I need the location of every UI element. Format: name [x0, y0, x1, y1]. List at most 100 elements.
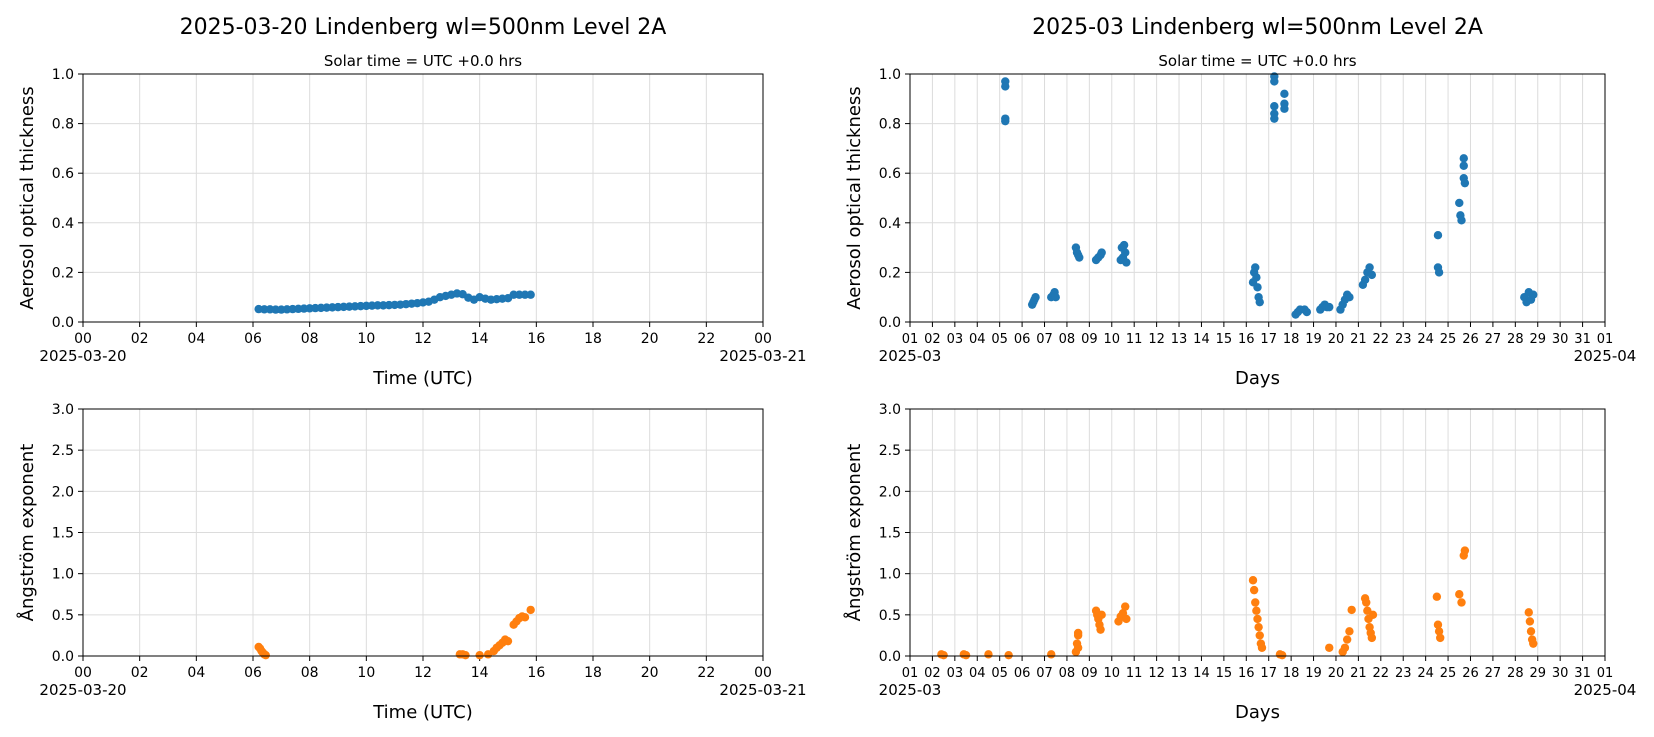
- data-point: [1253, 283, 1262, 292]
- data-point: [1097, 248, 1106, 257]
- x-tick-label: 06: [244, 665, 262, 681]
- data-point: [1248, 576, 1258, 585]
- y-tick-label: 1.0: [52, 67, 74, 83]
- data-point: [1345, 627, 1354, 636]
- data-point: [1051, 293, 1060, 302]
- y-axis-label: Aerosol optical thickness: [844, 86, 865, 309]
- y-tick-label: 2.0: [52, 484, 74, 500]
- x-tick-label: 22: [1373, 666, 1390, 681]
- data-point: [1122, 258, 1131, 267]
- x-tick-label: 02: [131, 331, 149, 347]
- data-point: [1459, 154, 1468, 163]
- x-tick-label: 26: [1462, 666, 1479, 681]
- x-tick-label: 00: [754, 665, 772, 681]
- x-tick-label: 20: [641, 331, 659, 347]
- data-point: [1004, 650, 1013, 660]
- data-point: [1457, 216, 1466, 225]
- data-point: [1251, 598, 1260, 607]
- data-point: [1097, 610, 1106, 620]
- data-point: [1325, 643, 1334, 652]
- y-tick-label: 0.4: [52, 216, 74, 232]
- x-tick-label: 13: [1171, 666, 1188, 681]
- x-tick-label: 09: [1081, 666, 1098, 681]
- data-point: [1255, 297, 1264, 307]
- data-point: [1347, 605, 1356, 615]
- data-point: [1249, 585, 1259, 595]
- x-tick-label: 12: [414, 331, 432, 347]
- x-tick-label: 05: [991, 666, 1008, 681]
- x-tick-label: 02: [131, 665, 149, 681]
- data-point: [1122, 614, 1131, 624]
- y-tick-label: 0.0: [52, 649, 74, 665]
- x-tick-label: 10: [357, 331, 375, 347]
- x-tick-label: 18: [1283, 666, 1300, 681]
- angstrom-daily-panel: 00 02 04 06 08 10 12 14 16 18 20 22 000.00.51.01.52.…: [16, 402, 807, 723]
- y-axis-label: Ångström exponent: [843, 444, 865, 622]
- data-point: [475, 650, 484, 660]
- x-tick-label: 16: [1238, 666, 1255, 681]
- data-point: [1251, 263, 1260, 272]
- x-tick-label: 21: [1350, 666, 1367, 681]
- x-tick-label: 04: [969, 666, 986, 681]
- x-tick-label: 22: [697, 331, 715, 347]
- x-tick-label: 30: [1552, 666, 1569, 681]
- data-point: [1362, 598, 1371, 607]
- data-point: [1526, 627, 1536, 636]
- data-point: [1096, 625, 1105, 634]
- data-point: [1342, 635, 1352, 644]
- x-tick-label: 16: [1238, 332, 1255, 347]
- data-point: [526, 290, 535, 299]
- data-point: [1434, 268, 1444, 277]
- x-tick-label: 13: [1171, 332, 1188, 347]
- x-tick-label: 12: [414, 665, 432, 681]
- x-tick-label: 00: [74, 665, 92, 681]
- aot-monthly-panel: 01 02 03 04 05 06 07 08 09 10 11 12 13 14 15 16 17 18 19 20…: [844, 15, 1636, 389]
- data-point: [461, 650, 470, 660]
- x-tick-label: 10: [357, 665, 375, 681]
- x-range-end-label: 2025-04: [1574, 347, 1637, 365]
- x-range-start-label: 2025-03-20: [39, 347, 126, 365]
- x-tick-label: 09: [1081, 332, 1098, 347]
- y-tick-label: 0.6: [879, 166, 901, 182]
- data-point: [1367, 633, 1377, 643]
- data-point: [1254, 622, 1263, 632]
- y-tick-label: 1.5: [52, 526, 74, 542]
- x-tick-label: 24: [1417, 666, 1434, 681]
- x-tick-label: 03: [947, 666, 964, 681]
- x-axis-label: Days: [1235, 368, 1280, 389]
- data-point: [1525, 617, 1535, 626]
- data-point: [1433, 231, 1443, 240]
- data-point: [1280, 104, 1289, 113]
- x-tick-label: 01: [902, 332, 919, 347]
- x-tick-label: 02: [924, 666, 941, 681]
- x-tick-label: 21: [1350, 332, 1367, 347]
- x-tick-label: 22: [697, 665, 715, 681]
- x-tick-label: 08: [1059, 332, 1076, 347]
- chart-title: 2025-03-20 Lindenberg wl=500nm Level 2A: [180, 15, 667, 40]
- y-tick-label: 1.0: [879, 67, 901, 83]
- x-tick-label: 07: [1036, 332, 1053, 347]
- y-tick-label: 1.0: [879, 567, 901, 583]
- x-axis-label: Time (UTC): [372, 702, 473, 723]
- x-tick-label: 28: [1507, 666, 1524, 681]
- x-tick-label: 31: [1574, 666, 1591, 681]
- x-tick-label: 23: [1395, 666, 1412, 681]
- x-tick-label: 19: [1305, 666, 1322, 681]
- x-tick-label: 00: [74, 331, 92, 347]
- data-point: [1001, 82, 1010, 91]
- data-point: [1119, 240, 1129, 250]
- data-point: [520, 613, 530, 622]
- data-point: [984, 650, 993, 659]
- data-point: [1460, 178, 1470, 188]
- x-tick-label: 28: [1507, 332, 1524, 347]
- data-point: [1280, 89, 1289, 99]
- aot-daily-panel: 00 02 04 06 08 10 12 14 16 18 20 22 000.00.20.40.60.…: [17, 15, 807, 389]
- x-axis-label: Days: [1235, 702, 1280, 723]
- data-point: [1529, 639, 1538, 648]
- y-tick-label: 0.0: [879, 315, 901, 331]
- data-point: [1367, 270, 1377, 280]
- chart-subtitle: Solar time = UTC +0.0 hrs: [1158, 52, 1356, 70]
- data-point: [1047, 650, 1056, 659]
- x-tick-label: 06: [1014, 332, 1031, 347]
- y-axis-label: Ångström exponent: [16, 444, 38, 622]
